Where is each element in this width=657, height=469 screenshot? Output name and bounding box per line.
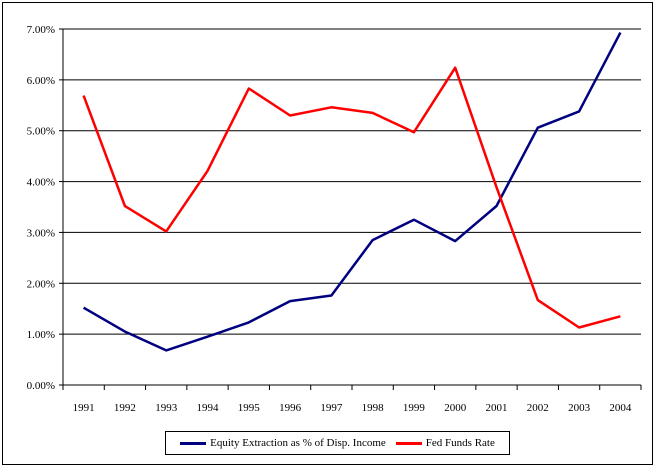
legend-swatch-fed-funds-rate [395, 441, 422, 445]
y-tick-label: 6.00% [27, 75, 55, 87]
grid-layer [63, 28, 641, 335]
legend-label-equity-extraction: Equity Extraction as % of Disp. Income [210, 437, 386, 449]
y-tick-label: 1.00% [27, 329, 55, 341]
y-tick-label: 0.00% [27, 380, 55, 392]
x-tick-label: 2003 [568, 402, 591, 414]
y-tick-label: 2.00% [27, 278, 55, 290]
axis-layer [59, 28, 642, 390]
x-tick-label: 2001 [486, 402, 508, 414]
x-tick-label: 1995 [238, 402, 261, 414]
legend-item-equity-extraction: Equity Extraction as % of Disp. Income [180, 437, 386, 449]
x-tick-labels: 1991 1992 1993 1994 1995 1996 1997 1998 1999 2000… [73, 402, 632, 414]
chart-legend: Equity Extraction as % of Disp. Income F… [165, 431, 510, 455]
y-tick-label: 7.00% [27, 24, 55, 36]
series-layer [82, 32, 622, 352]
x-tick-label: 2002 [527, 402, 549, 414]
legend-swatch-equity-extraction [180, 441, 207, 445]
x-tick-label: 1991 [73, 402, 95, 414]
chart-frame [2, 2, 653, 465]
y-tick-label: 4.00% [27, 177, 55, 189]
x-tick-label: 1998 [362, 402, 385, 414]
x-tick-label: 2000 [444, 402, 467, 414]
series-line-equity-extraction [82, 32, 622, 352]
y-tick-label: 5.00% [27, 126, 55, 138]
x-tick-label: 1994 [197, 402, 220, 414]
x-tick-label: 1999 [403, 402, 426, 414]
x-tick-label: 1996 [279, 402, 302, 414]
legend-label-fed-funds-rate: Fed Funds Rate [425, 437, 495, 449]
x-tick-label: 1997 [320, 402, 343, 414]
x-tick-label: 1992 [114, 402, 136, 414]
legend-item-fed-funds-rate: Fed Funds Rate [395, 437, 495, 449]
y-tick-labels: 0.00% 1.00% 2.00% 3.00% 4.00% 5.00% 6.00% 7.00% [27, 24, 55, 392]
y-tick-label: 3.00% [27, 227, 55, 239]
series-line-fed-funds-rate [82, 66, 621, 329]
x-tick-label: 2004 [609, 402, 632, 414]
x-tick-label: 1993 [155, 402, 178, 414]
